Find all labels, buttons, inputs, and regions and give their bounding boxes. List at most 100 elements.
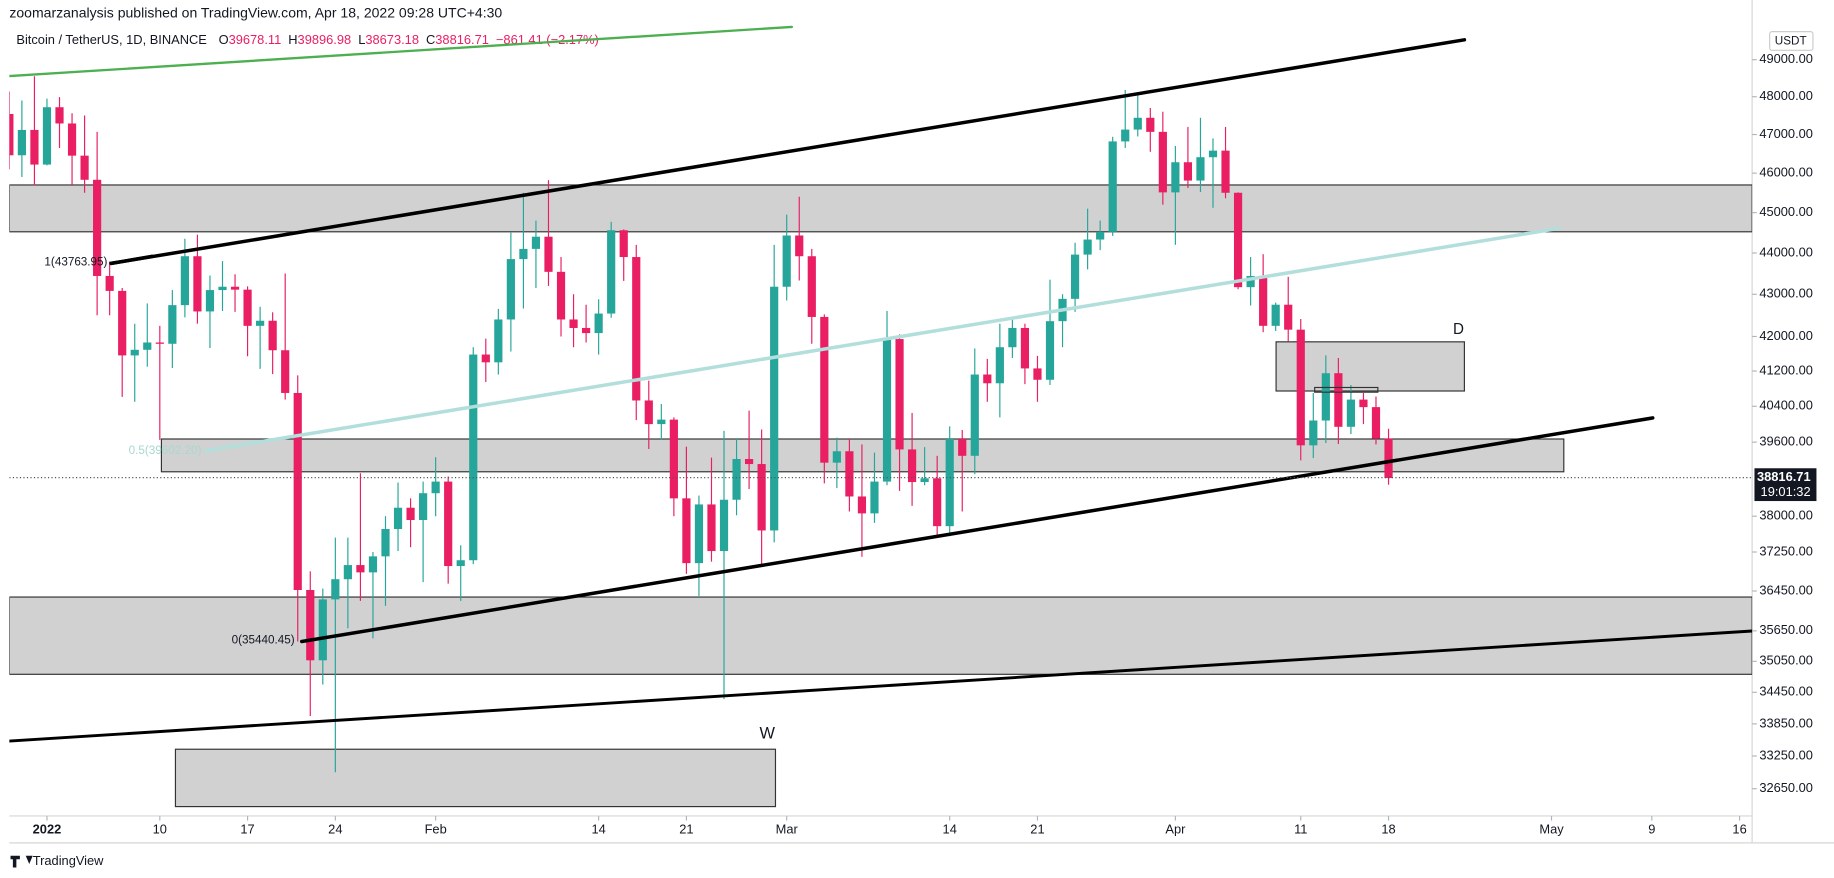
candle-body — [1133, 117, 1142, 130]
x-tick-label: Apr — [1165, 821, 1186, 836]
candle-body — [193, 256, 202, 312]
candle-body — [782, 235, 791, 287]
y-tick-label: 43000.00 — [1759, 286, 1813, 301]
x-tick-label: 21 — [1030, 821, 1044, 836]
candle-body — [1271, 304, 1280, 326]
candle-body — [1158, 131, 1167, 193]
x-tick-label: 2022 — [33, 821, 62, 836]
zone — [174, 748, 777, 808]
candle-body — [907, 449, 917, 483]
trend-line — [9, 25, 794, 78]
fib-label: 0(35440.45) — [232, 633, 295, 646]
candle-body — [1121, 129, 1130, 142]
x-tick-label: 24 — [328, 821, 342, 836]
ohlc-value: 39678.11 — [229, 32, 282, 47]
candle-body — [1008, 327, 1017, 348]
candle-body — [180, 256, 189, 306]
candle-body — [9, 114, 14, 156]
y-tick-label: 40400.00 — [1759, 398, 1813, 413]
candle-body — [1233, 192, 1243, 288]
x-tick-label: 18 — [1381, 821, 1395, 836]
candle-body — [80, 155, 89, 180]
candle-body — [920, 478, 929, 483]
candle-body — [594, 313, 603, 334]
candle-body — [318, 599, 327, 661]
candle-body — [657, 419, 666, 425]
candle-body — [544, 236, 553, 272]
candle-body — [105, 275, 114, 291]
x-tick-label: Feb — [425, 821, 447, 836]
candle-body — [882, 339, 892, 482]
candle-body — [807, 256, 816, 317]
x-tick-label: 11 — [1294, 821, 1307, 836]
candle-body — [820, 316, 829, 463]
y-tick-label: 48000.00 — [1759, 88, 1813, 103]
candle-body — [569, 319, 578, 328]
candle-body — [669, 419, 678, 499]
y-tick-label: 37250.00 — [1759, 543, 1813, 558]
candle-body — [30, 129, 39, 165]
y-tick-label: 33250.00 — [1759, 747, 1813, 762]
y-tick-label: 41200.00 — [1759, 362, 1813, 377]
candle-body — [205, 290, 215, 312]
trend-line — [300, 416, 1655, 644]
trend-line — [9, 629, 1753, 743]
trend-line — [109, 38, 1467, 266]
y-tick-label: 34450.00 — [1759, 684, 1813, 699]
y-tick-label: 49000.00 — [1759, 51, 1813, 66]
candle-body — [469, 354, 478, 561]
candle-body — [93, 179, 102, 276]
candle-body — [218, 286, 227, 291]
candle-body — [42, 107, 52, 165]
candle-body — [719, 499, 729, 552]
y-tick-label: 32650.00 — [1759, 780, 1813, 795]
candle-body — [970, 374, 979, 456]
candle-body — [694, 504, 704, 564]
x-tick-label: 21 — [679, 821, 693, 836]
candle-body — [1334, 373, 1343, 427]
candle-body — [456, 560, 465, 567]
candle-body — [331, 579, 340, 600]
candle-body — [17, 129, 26, 156]
y-tick-label: 45000.00 — [1759, 204, 1813, 219]
candle-body — [494, 319, 503, 363]
candle-body — [945, 438, 954, 527]
symbol: Bitcoin / TetherUS, 1D, BINANCE — [16, 32, 207, 47]
candle-body — [832, 451, 841, 463]
candle-body — [644, 400, 653, 425]
y-tick-label: 47000.00 — [1759, 126, 1813, 141]
small-zone — [1314, 386, 1379, 393]
candle-body — [230, 286, 240, 290]
candle-body — [732, 459, 741, 500]
candle-body — [1020, 327, 1030, 369]
header: zoomarzanalysis published on TradingView… — [9, 5, 502, 21]
candle-body — [343, 565, 352, 580]
zone — [1275, 341, 1465, 392]
candle-body — [857, 496, 867, 514]
candle-body — [1309, 420, 1318, 446]
candle-body — [519, 248, 528, 260]
candle-body — [368, 556, 378, 573]
candle-body — [155, 342, 164, 344]
candle-body — [1171, 162, 1180, 193]
candle-body — [168, 305, 177, 344]
y-tick-label: 35050.00 — [1759, 653, 1813, 668]
candle-body — [256, 320, 265, 326]
fib-label: 1(43763.95) — [44, 255, 107, 268]
y-tick-label: 35650.00 — [1759, 622, 1813, 637]
candle-body — [1284, 304, 1293, 330]
ohlc-letter: H — [288, 32, 297, 47]
candle-body — [1033, 368, 1042, 380]
candle-body — [895, 339, 904, 450]
candle-body — [619, 230, 628, 258]
candle-body — [1321, 373, 1330, 421]
candle-body — [67, 123, 77, 156]
candle-body — [1096, 231, 1105, 240]
y-tick-label: 39600.00 — [1759, 434, 1813, 449]
candle-body — [419, 493, 428, 520]
y-tick-label: 33850.00 — [1759, 715, 1813, 730]
candle-body — [293, 392, 302, 591]
candle-body — [1384, 438, 1393, 479]
candle-body — [506, 259, 515, 320]
